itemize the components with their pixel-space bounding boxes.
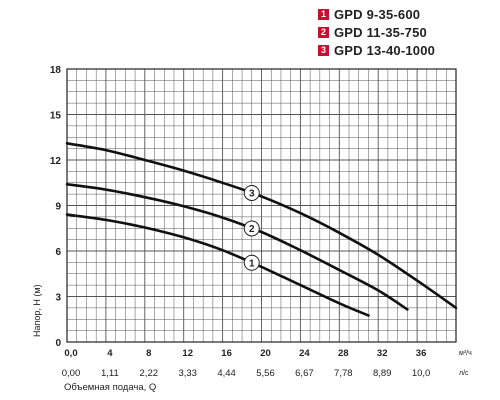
x-tick-label: 16	[221, 348, 232, 359]
legend-label-3: GPD 13-40-1000	[334, 43, 436, 58]
legend: 1 GPD 9-35-600 2 GPD 11-35-750 3 GPD 13-…	[318, 6, 435, 60]
legend-label-1: GPD 9-35-600	[334, 7, 421, 22]
curve-series-1	[65, 213, 370, 317]
x2-tick-label: 0,00	[62, 368, 81, 379]
y-tick-label: 0	[55, 338, 61, 349]
x-tick-label: 20	[260, 348, 271, 359]
legend-badge-2: 2	[318, 27, 329, 38]
x2-tick-label: 1,11	[101, 368, 119, 379]
x2-tick-label: 6,67	[295, 368, 314, 379]
curve-label-1: 1	[249, 258, 255, 269]
x-tick-label: 28	[338, 348, 349, 359]
x2-tick-label: 10,0	[412, 368, 431, 379]
y-tick-label: 9	[55, 202, 61, 213]
y-tick-label: 18	[50, 65, 62, 76]
curve-label-circle	[243, 220, 260, 237]
y-axis-title: Напор, H (м)	[32, 284, 42, 337]
x-unit-label: м³/ч	[459, 350, 472, 357]
legend-item-1: 1 GPD 9-35-600	[318, 6, 435, 23]
x-tick-label: 8	[146, 348, 151, 359]
x2-tick-label: 8,89	[373, 368, 392, 379]
x2-tick-label: 2,22	[140, 368, 159, 379]
x2-unit-label: л/с	[459, 370, 469, 377]
x-tick-label: 0,0	[64, 348, 77, 359]
x2-tick-label: 4,44	[217, 368, 236, 379]
x-tick-label: 24	[299, 348, 310, 359]
x-tick-label: 12	[182, 348, 193, 359]
legend-label-2: GPD 11-35-750	[334, 25, 427, 40]
x2-tick-label: 3,33	[178, 368, 197, 379]
curve-label-2: 2	[249, 224, 255, 235]
legend-item-3: 3 GPD 13-40-1000	[318, 42, 435, 59]
legend-badge-3: 3	[318, 45, 329, 56]
legend-item-2: 2 GPD 11-35-750	[318, 24, 435, 41]
x2-tick-label: 7,78	[334, 368, 353, 379]
y-tick-label: 15	[50, 111, 62, 122]
legend-badge-1: 1	[318, 9, 329, 20]
curve-series-2	[65, 183, 409, 311]
x-tick-label: 32	[377, 348, 388, 359]
x-axis-title: Объемная подача, Q	[64, 382, 156, 393]
plot-border	[66, 68, 457, 343]
curve-series-3	[65, 142, 458, 310]
x-tick-label: 4	[107, 348, 113, 359]
y-tick-label: 3	[55, 293, 61, 304]
x2-tick-label: 5,56	[256, 368, 275, 379]
y-tick-label: 6	[55, 247, 61, 258]
y-tick-label: 12	[50, 156, 62, 167]
curve-label-circle	[243, 184, 260, 201]
x-tick-label: 36	[416, 348, 427, 359]
curve-label-circle	[243, 254, 260, 271]
curve-label-3: 3	[249, 188, 255, 199]
